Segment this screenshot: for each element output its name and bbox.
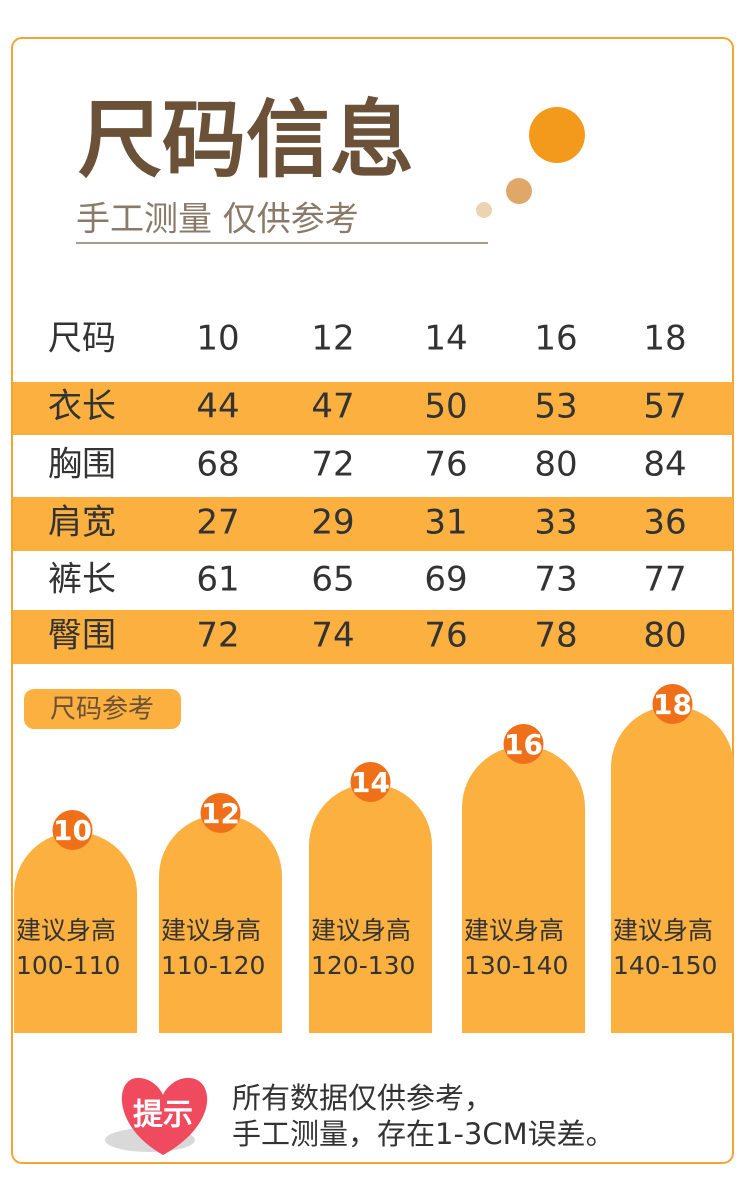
cell: 胸围 (48, 445, 116, 485)
cell: 80 (643, 616, 686, 656)
cell: 31 (424, 503, 467, 543)
cell: 肩宽 (48, 503, 116, 543)
cell: 47 (311, 387, 354, 427)
row-stripe (13, 497, 733, 551)
card-label: 建议身高 (613, 916, 713, 945)
frame (11, 37, 734, 1164)
cell: 72 (311, 445, 354, 485)
cell: 68 (196, 445, 239, 485)
row-stripe (13, 382, 733, 435)
cell: 77 (643, 560, 686, 600)
cell: 36 (643, 503, 686, 543)
card-range: 110-120 (161, 951, 265, 980)
card-range: 120-130 (311, 951, 415, 980)
cell: 76 (424, 616, 467, 656)
size-number: 10 (53, 814, 92, 847)
cell: 78 (534, 616, 577, 656)
tip-line: 手工测量，存在1-3CM误差。 (232, 1117, 615, 1151)
row-stripe (13, 610, 733, 664)
header-cell: 18 (643, 319, 686, 359)
tip-line: 所有数据仅供参考， (232, 1081, 493, 1115)
size-badge (52, 810, 93, 850)
size-card (611, 706, 734, 1033)
card-label: 建议身高 (311, 916, 411, 945)
cell: 57 (643, 387, 686, 427)
card-label: 建议身高 (161, 916, 261, 945)
dot (529, 107, 585, 163)
cell: 61 (196, 560, 239, 600)
cell: 69 (424, 560, 467, 600)
header-cell: 尺码 (48, 319, 116, 359)
tip-badge: 提示 (133, 1098, 193, 1133)
cell: 76 (424, 445, 467, 485)
cell: 29 (311, 503, 354, 543)
cell: 65 (311, 560, 354, 600)
size-badge (652, 684, 693, 724)
cell: 73 (534, 560, 577, 600)
cell: 44 (196, 387, 239, 427)
reference-label: 尺码参考 (50, 695, 154, 725)
cell: 74 (311, 616, 354, 656)
cell: 80 (534, 445, 577, 485)
title: 尺码信息 (78, 91, 414, 189)
size-card (462, 746, 585, 1033)
card-range: 140-150 (613, 951, 717, 980)
dot (506, 178, 532, 204)
size-number: 16 (504, 728, 543, 761)
size-badge (200, 793, 241, 833)
cell: 72 (196, 616, 239, 656)
cell: 27 (196, 503, 239, 543)
card-range: 100-110 (16, 951, 120, 980)
size-badge (350, 762, 391, 802)
size-card (159, 815, 282, 1033)
cell: 衣长 (48, 387, 116, 427)
header-cell: 16 (534, 319, 577, 359)
cell: 臀围 (48, 616, 116, 656)
dot (476, 202, 492, 218)
header-cell: 10 (196, 319, 239, 359)
cell: 50 (424, 387, 467, 427)
cell: 裤长 (48, 560, 116, 600)
card-label: 建议身高 (464, 916, 564, 945)
cell: 33 (534, 503, 577, 543)
card-label: 建议身高 (16, 916, 116, 945)
subtitle: 手工测量 仅供参考 (76, 200, 359, 240)
cell: 84 (643, 445, 686, 485)
size-card (14, 831, 137, 1033)
header-cell: 12 (311, 319, 354, 359)
heart (121, 1077, 208, 1155)
size-card (309, 783, 432, 1033)
cell: 53 (534, 387, 577, 427)
size-badge (503, 724, 544, 764)
size-number: 14 (351, 766, 390, 799)
reference-pill (24, 689, 181, 729)
card-range: 130-140 (464, 951, 568, 980)
size-number: 12 (201, 797, 240, 830)
header-cell: 14 (424, 319, 467, 359)
size-number: 18 (653, 688, 692, 721)
